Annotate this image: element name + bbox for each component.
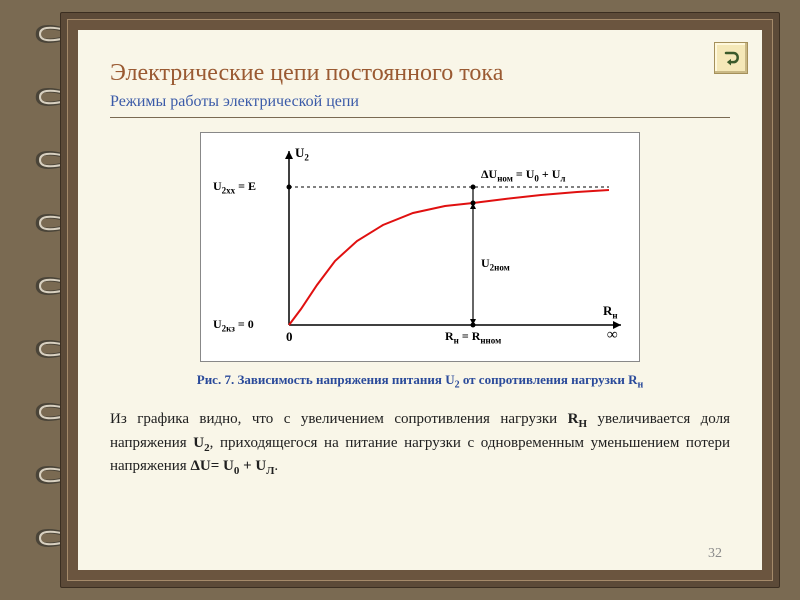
label-u2kz: U2кз = 0: [213, 317, 254, 333]
chart-svg: [201, 133, 641, 363]
back-button[interactable]: [714, 42, 748, 74]
txt-u2: U: [193, 435, 204, 451]
divider: [110, 117, 730, 118]
figure-caption: Рис. 7. Зависимость напряжения питания U…: [110, 372, 730, 391]
slide-page: Электрические цепи постоянного тока Режи…: [78, 30, 762, 570]
txt-du: ΔU= U: [190, 458, 233, 474]
body-paragraph: Из графика видно, что с увеличением сопр…: [110, 409, 730, 481]
txt-rn-sub: Н: [578, 418, 587, 430]
txt-du-mid: + U: [239, 458, 266, 474]
txt-1a: Из графика видно, что с увеличением сопр…: [110, 411, 568, 427]
caption-sub2: н: [637, 380, 643, 391]
u-turn-icon: [721, 49, 741, 67]
label-u2xx: U2хх = E: [213, 179, 256, 195]
label-infinity: ∞: [607, 327, 618, 344]
chart-u2-vs-rn: U2 Rн U2хх = E U2кз = 0 0 ΔUном = U0 + U…: [200, 132, 640, 362]
page-subtitle: Режимы работы электрической цепи: [110, 93, 730, 111]
caption-mid: от сопротивления нагрузки R: [460, 372, 638, 387]
txt-1d: .: [274, 458, 278, 474]
page-number: 32: [78, 546, 722, 562]
label-delta-u: ΔUном = U0 + Uл: [481, 167, 565, 183]
label-origin: 0: [286, 329, 293, 345]
caption-prefix: Рис. 7. Зависимость напряжения питания U: [197, 372, 455, 387]
label-y-axis: U2: [295, 145, 309, 163]
label-rn-nom: Rн = Rнном: [445, 329, 501, 345]
slide-frame: Электрические цепи постоянного тока Режи…: [60, 12, 780, 588]
txt-rn: R: [568, 411, 579, 427]
label-x-axis: Rн: [603, 303, 618, 321]
label-u2nom: U2ном: [481, 256, 510, 272]
page-title: Электрические цепи постоянного тока: [110, 60, 730, 87]
